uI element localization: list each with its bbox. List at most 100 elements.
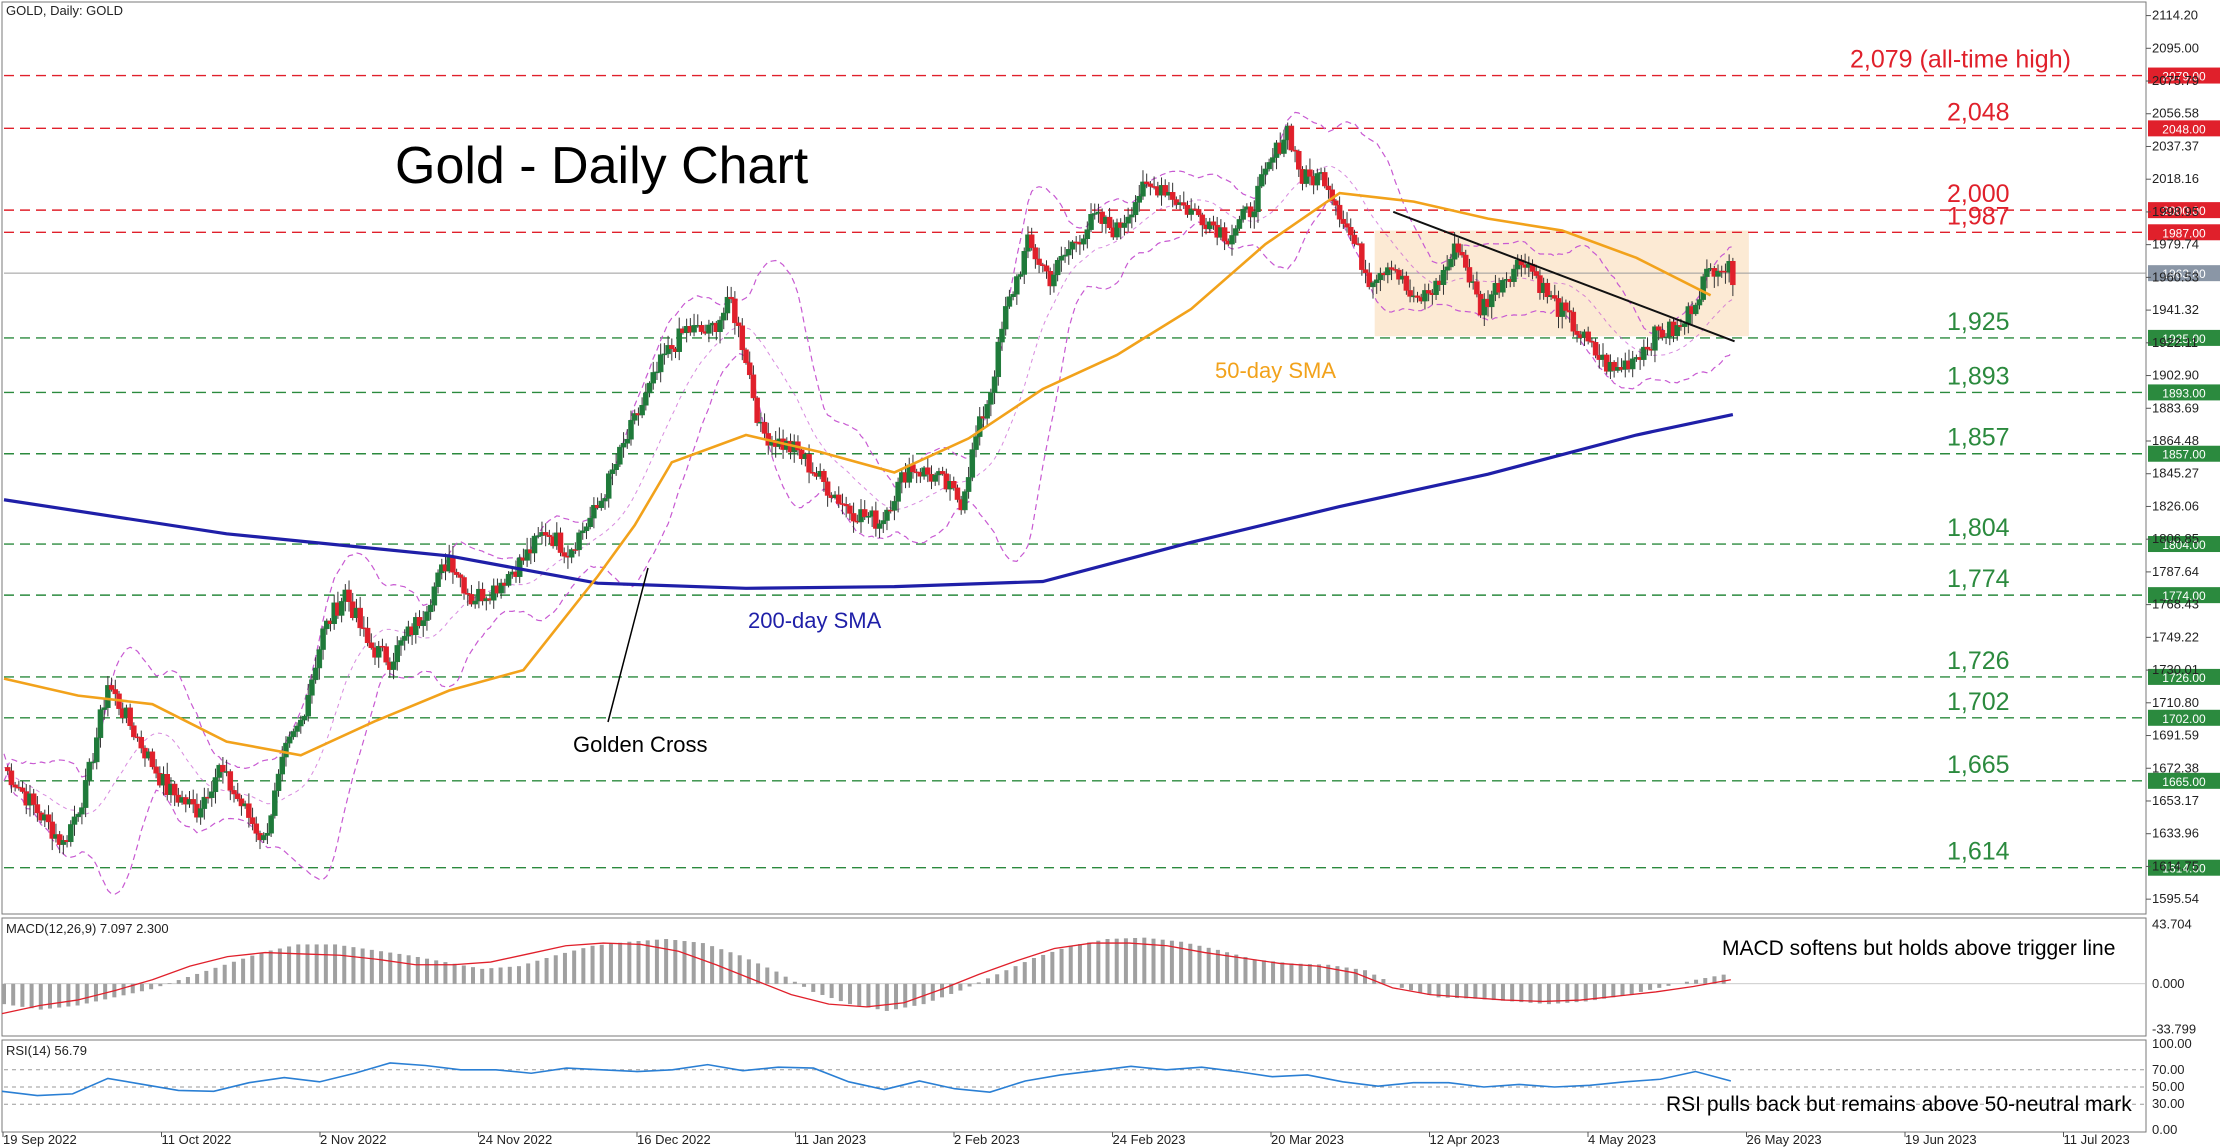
macd-histogram-bar — [360, 948, 365, 984]
macd-histogram-bar — [434, 960, 439, 984]
candle-body — [390, 661, 397, 670]
date-tick-label: 26 May 2023 — [1747, 1132, 1822, 1147]
price-tick-label: 1768.43 — [2152, 597, 2199, 612]
candle-body — [1444, 266, 1450, 271]
level-tag-text-1857.00: 1857.00 — [2162, 448, 2206, 462]
candle-body — [750, 374, 757, 399]
candle-body — [1088, 214, 1094, 230]
candle-body — [4, 767, 11, 772]
candle-body — [1303, 169, 1309, 184]
level-tag-1774.00 — [2148, 587, 2220, 604]
macd-histogram-bar — [277, 948, 282, 984]
candle-body — [112, 689, 119, 695]
macd-histogram-bar — [480, 968, 485, 984]
price-tick-label: 1614.75 — [2152, 858, 2199, 873]
candle-body — [1563, 302, 1569, 311]
candle-body — [312, 667, 319, 681]
price-tick-label: 2114.20 — [2152, 8, 2198, 23]
macd-histogram-bar — [1096, 940, 1101, 984]
rsi-header: RSI(14) 56.79 — [6, 1043, 87, 1058]
chart-title: Gold - Daily Chart — [395, 137, 809, 195]
macd-histogram-bar — [47, 983, 52, 1009]
candle-body — [739, 325, 746, 351]
price-tick-label: 1749.22 — [2152, 629, 2199, 644]
macd-histogram-bar — [415, 956, 420, 984]
candle-body — [650, 372, 656, 384]
level-tag-text-2048.00: 2048.00 — [2162, 122, 2206, 136]
candle-body — [1414, 295, 1421, 298]
candle-body — [1511, 268, 1517, 282]
macd-histogram-bar — [985, 978, 990, 984]
macd-histogram-bar — [1160, 939, 1165, 984]
macd-histogram-bar — [682, 941, 687, 984]
candle-body — [1641, 346, 1647, 360]
candle-body — [1474, 281, 1480, 295]
macd-histogram-bar — [11, 983, 16, 1006]
candle-body — [1459, 251, 1465, 256]
macd-histogram-bar — [820, 983, 825, 995]
candle-body — [1333, 200, 1339, 206]
candle-body — [1307, 169, 1313, 177]
candle-body — [1336, 204, 1343, 220]
macd-histogram-bar — [1372, 974, 1377, 984]
candle-body — [873, 510, 879, 529]
candle-body — [1566, 310, 1573, 313]
candle-body — [1140, 181, 1146, 197]
level-label-1804.00: 1,804 — [1947, 514, 2010, 542]
price-tick-label: 1633.96 — [2152, 826, 2199, 841]
candle-body — [1017, 274, 1024, 277]
macd-histogram-bar — [700, 943, 705, 984]
candle-body — [843, 504, 849, 507]
rsi-note: RSI pulls back but remains above 50-neut… — [1666, 1093, 2132, 1116]
candle-body — [453, 571, 460, 575]
macd-histogram-bar — [57, 983, 62, 1008]
macd-histogram-bar — [1629, 983, 1634, 994]
candle-body — [34, 804, 41, 814]
candle-body — [1344, 223, 1350, 228]
candle-body — [1359, 243, 1365, 270]
macd-histogram-bar — [599, 944, 604, 984]
candle-body — [1040, 264, 1046, 267]
candle-body — [654, 371, 660, 374]
candle-body — [669, 345, 675, 350]
macd-histogram-bar — [1013, 966, 1018, 984]
candle-body — [1730, 261, 1736, 286]
candle-body — [891, 501, 898, 511]
candle-body — [1488, 294, 1495, 308]
candle-body — [357, 607, 363, 629]
macd-histogram-bar — [176, 980, 181, 984]
price-tick-label: 1922.11 — [2152, 335, 2198, 350]
candle-body — [631, 413, 638, 421]
macd-histogram-bar — [213, 967, 218, 984]
candle-body — [1407, 290, 1413, 297]
candle-body — [290, 731, 297, 738]
rsi-tick-label: 0.00 — [2152, 1122, 2177, 1137]
macd-histogram-bar — [342, 945, 347, 984]
candle-body — [60, 840, 67, 845]
macd-histogram-bar — [1022, 962, 1027, 984]
macd-histogram-bar — [958, 983, 963, 991]
macd-histogram-bar — [783, 976, 788, 984]
price-tick-label: 2037.37 — [2152, 138, 2199, 153]
macd-histogram-bar — [1261, 960, 1266, 984]
candle-body — [591, 505, 597, 519]
macd-histogram-bar — [241, 958, 246, 984]
candle-body — [12, 784, 18, 788]
candle-body — [86, 761, 93, 781]
candle-body — [951, 481, 957, 489]
date-tick-label: 12 Apr 2023 — [1430, 1132, 1500, 1147]
macd-histogram-bar — [572, 950, 577, 984]
candle-body — [1592, 342, 1599, 356]
price-tick-label: 1979.74 — [2152, 237, 2199, 252]
trendline-line — [1392, 210, 1735, 343]
candle-body — [821, 470, 827, 482]
candle-body — [583, 526, 590, 532]
candle-body — [1051, 274, 1057, 287]
candle-body — [82, 780, 89, 808]
date-tick-label: 2 Feb 2023 — [954, 1132, 1020, 1147]
candle-body — [1659, 330, 1666, 338]
candle-body — [1674, 325, 1680, 337]
level-label-1925.00: 1,925 — [1947, 308, 2010, 336]
macd-histogram-bar — [1225, 952, 1230, 984]
